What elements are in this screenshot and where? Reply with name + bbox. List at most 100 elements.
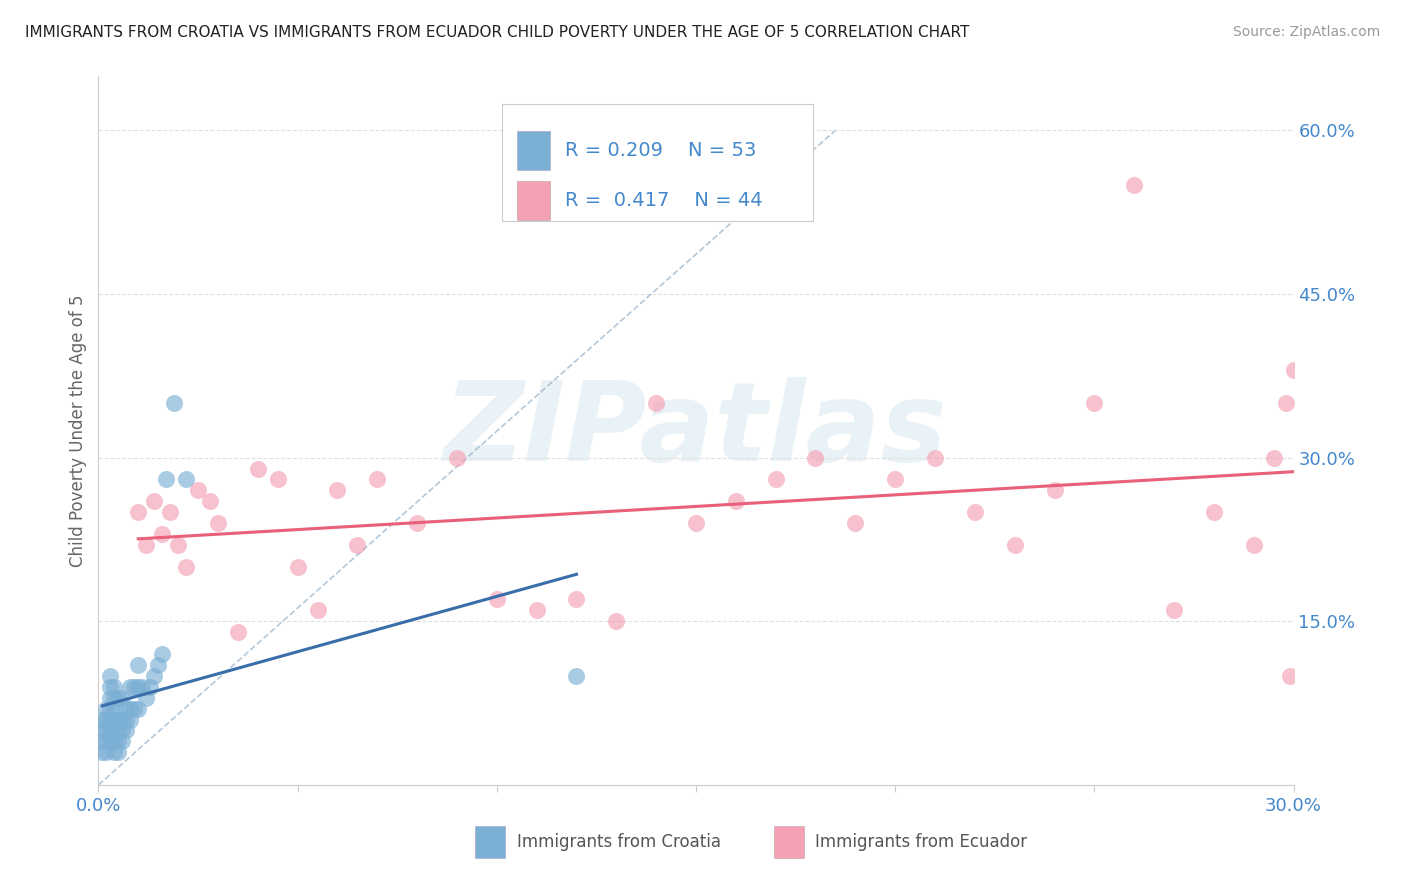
Point	[139, 680, 162, 694]
Point	[98, 734, 122, 748]
Point	[98, 723, 122, 738]
Text: ZIPatlas: ZIPatlas	[444, 377, 948, 483]
Point	[406, 516, 429, 530]
Point	[155, 473, 177, 487]
Point	[685, 516, 707, 530]
Point	[120, 680, 142, 694]
Point	[127, 680, 149, 694]
Text: R =  0.417    N = 44: R = 0.417 N = 44	[565, 191, 762, 210]
Point	[307, 603, 329, 617]
Point	[115, 701, 138, 715]
Point	[111, 690, 134, 705]
Point	[1123, 178, 1146, 192]
Point	[111, 723, 134, 738]
Point	[96, 745, 118, 759]
Point	[103, 745, 125, 759]
Point	[884, 473, 907, 487]
Point	[107, 713, 129, 727]
Bar	[517, 181, 550, 219]
Point	[107, 690, 129, 705]
Bar	[475, 826, 505, 857]
Point	[135, 538, 157, 552]
Point	[143, 494, 166, 508]
Point	[174, 559, 197, 574]
Point	[115, 713, 138, 727]
Point	[98, 680, 122, 694]
Point	[1083, 396, 1105, 410]
Point	[96, 713, 118, 727]
Point	[107, 734, 129, 748]
Point	[131, 680, 153, 694]
Text: Source: ZipAtlas.com: Source: ZipAtlas.com	[1233, 25, 1381, 39]
Point	[96, 734, 118, 748]
Point	[226, 625, 249, 640]
Point	[148, 657, 170, 672]
Bar	[773, 826, 804, 857]
Point	[91, 713, 114, 727]
Point	[485, 592, 508, 607]
FancyBboxPatch shape	[502, 104, 813, 221]
Point	[103, 690, 125, 705]
Point	[565, 669, 588, 683]
Point	[98, 669, 122, 683]
Point	[207, 516, 229, 530]
Point	[159, 505, 181, 519]
Point	[1004, 538, 1026, 552]
Point	[98, 713, 122, 727]
Point	[127, 701, 149, 715]
Point	[526, 603, 548, 617]
Point	[1274, 396, 1296, 410]
Point	[1202, 505, 1225, 519]
Point	[135, 690, 157, 705]
Point	[844, 516, 866, 530]
Point	[267, 473, 290, 487]
Point	[605, 615, 627, 629]
Text: Immigrants from Ecuador: Immigrants from Ecuador	[815, 833, 1028, 851]
Point	[91, 734, 114, 748]
Text: Immigrants from Croatia: Immigrants from Croatia	[517, 833, 721, 851]
Point	[127, 657, 149, 672]
Point	[127, 505, 149, 519]
Point	[326, 483, 349, 498]
Point	[645, 396, 668, 410]
Point	[120, 701, 142, 715]
Point	[124, 680, 146, 694]
Text: IMMIGRANTS FROM CROATIA VS IMMIGRANTS FROM ECUADOR CHILD POVERTY UNDER THE AGE O: IMMIGRANTS FROM CROATIA VS IMMIGRANTS FR…	[25, 25, 970, 40]
Point	[287, 559, 309, 574]
Point	[187, 483, 209, 498]
Point	[724, 494, 747, 508]
Point	[1263, 450, 1285, 465]
Point	[98, 690, 122, 705]
Point	[167, 538, 190, 552]
Point	[346, 538, 368, 552]
Point	[98, 701, 122, 715]
Point	[366, 473, 388, 487]
Point	[163, 396, 186, 410]
Point	[924, 450, 946, 465]
Point	[446, 450, 468, 465]
Point	[150, 527, 173, 541]
Point	[143, 669, 166, 683]
Point	[111, 734, 134, 748]
Point	[565, 592, 588, 607]
Point	[1243, 538, 1265, 552]
Y-axis label: Child Poverty Under the Age of 5: Child Poverty Under the Age of 5	[69, 294, 87, 566]
Text: R = 0.209    N = 53: R = 0.209 N = 53	[565, 142, 756, 161]
Point	[1282, 363, 1305, 377]
Point	[150, 647, 173, 661]
Point	[103, 680, 125, 694]
Point	[96, 701, 118, 715]
Point	[174, 473, 197, 487]
Point	[107, 745, 129, 759]
Point	[103, 713, 125, 727]
Point	[1278, 669, 1301, 683]
Point	[963, 505, 986, 519]
Point	[1163, 603, 1185, 617]
Point	[103, 701, 125, 715]
Point	[111, 713, 134, 727]
Point	[198, 494, 221, 508]
Point	[804, 450, 827, 465]
Point	[120, 713, 142, 727]
Point	[91, 745, 114, 759]
Point	[124, 701, 146, 715]
